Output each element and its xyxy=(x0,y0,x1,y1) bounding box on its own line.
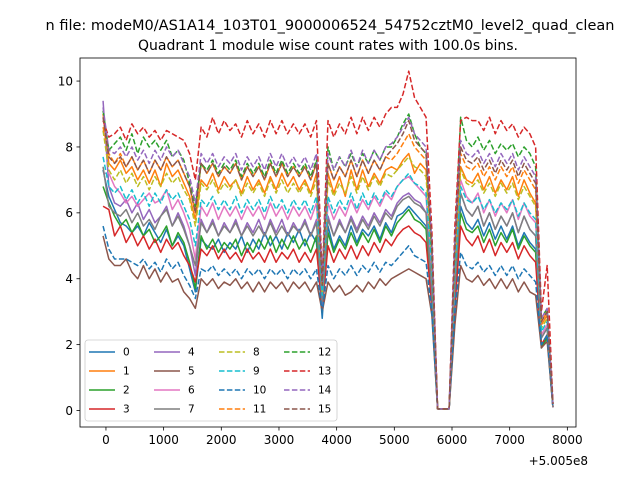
legend-item-7: 7 xyxy=(154,404,195,416)
y-tick-label: 0 xyxy=(65,404,73,418)
x-offset-label: +5.005e8 xyxy=(529,454,588,468)
series-line-3 xyxy=(102,205,554,410)
legend-label: 10 xyxy=(253,385,266,397)
legend-label: 7 xyxy=(188,404,195,416)
legend-item-11: 11 xyxy=(219,404,266,416)
y-tick-label: 6 xyxy=(65,206,73,220)
legend-label: 14 xyxy=(318,385,332,397)
x-tick-label: 7000 xyxy=(494,433,525,447)
legend-box xyxy=(84,339,338,422)
x-tick-label: 8000 xyxy=(552,433,583,447)
y-axis: 0 2 4 6 8 10 xyxy=(58,74,80,418)
legend-label: 2 xyxy=(123,385,130,397)
series-line-8 xyxy=(102,130,554,410)
legend-item-15: 15 xyxy=(284,404,331,416)
figure-suptitle: n file: modeM0/AS1A14_103T01_9000006524_… xyxy=(46,18,615,34)
x-tick-label: 6000 xyxy=(437,433,468,447)
legend-label: 5 xyxy=(188,366,195,378)
plot-frame xyxy=(79,57,577,428)
series-line-10 xyxy=(102,225,554,410)
x-tick-label: 4000 xyxy=(321,433,352,447)
series-line-2 xyxy=(102,186,554,410)
legend-item-2: 2 xyxy=(89,385,130,397)
legend-item-3: 3 xyxy=(89,404,130,416)
series-line-13 xyxy=(102,70,554,410)
legend-label: 1 xyxy=(123,366,130,378)
y-tick-label: 4 xyxy=(65,272,73,286)
series-line-12 xyxy=(102,110,554,410)
legend-label: 8 xyxy=(253,347,260,359)
legend-label: 13 xyxy=(318,366,331,378)
series-line-14 xyxy=(102,107,554,410)
legend-item-10: 10 xyxy=(219,385,266,397)
legend-item-12: 12 xyxy=(284,347,331,359)
legend-label: 11 xyxy=(253,404,266,416)
x-tick-label: 0 xyxy=(102,433,110,447)
legend-label: 9 xyxy=(253,366,260,378)
series-line-5 xyxy=(102,235,554,410)
legend-item-4: 4 xyxy=(154,347,195,359)
series-line-7 xyxy=(102,166,554,410)
legend-item-6: 6 xyxy=(154,385,195,397)
legend-label: 0 xyxy=(123,347,130,359)
legend-label: 4 xyxy=(188,347,195,359)
legend-item-9: 9 xyxy=(219,366,260,378)
legend-label: 6 xyxy=(188,385,195,397)
legend-item-13: 13 xyxy=(284,366,331,378)
y-tick-label: 2 xyxy=(65,338,73,352)
x-tick-label: 1000 xyxy=(148,433,179,447)
x-tick-label: 3000 xyxy=(264,433,295,447)
x-tick-label: 2000 xyxy=(206,433,237,447)
x-tick-label: 5000 xyxy=(379,433,410,447)
y-tick-label: 8 xyxy=(65,140,73,154)
legend-item-1: 1 xyxy=(89,366,130,378)
series-line-15 xyxy=(102,117,554,410)
legend-item-5: 5 xyxy=(154,366,195,378)
legend-item-14: 14 xyxy=(284,385,332,397)
y-tick-label: 10 xyxy=(58,74,73,88)
series-line-9 xyxy=(102,156,554,410)
legend-label: 12 xyxy=(318,347,331,359)
legend-item-8: 8 xyxy=(219,347,260,359)
chart-title: Quadrant 1 module wise count rates with … xyxy=(138,38,518,54)
legend-item-0: 0 xyxy=(89,347,130,359)
legend-label: 15 xyxy=(318,404,331,416)
legend-label: 3 xyxy=(123,404,130,416)
series-layer xyxy=(102,70,554,410)
x-axis: 0 1000 2000 3000 4000 5000 6000 7000 8000 xyxy=(102,427,583,447)
